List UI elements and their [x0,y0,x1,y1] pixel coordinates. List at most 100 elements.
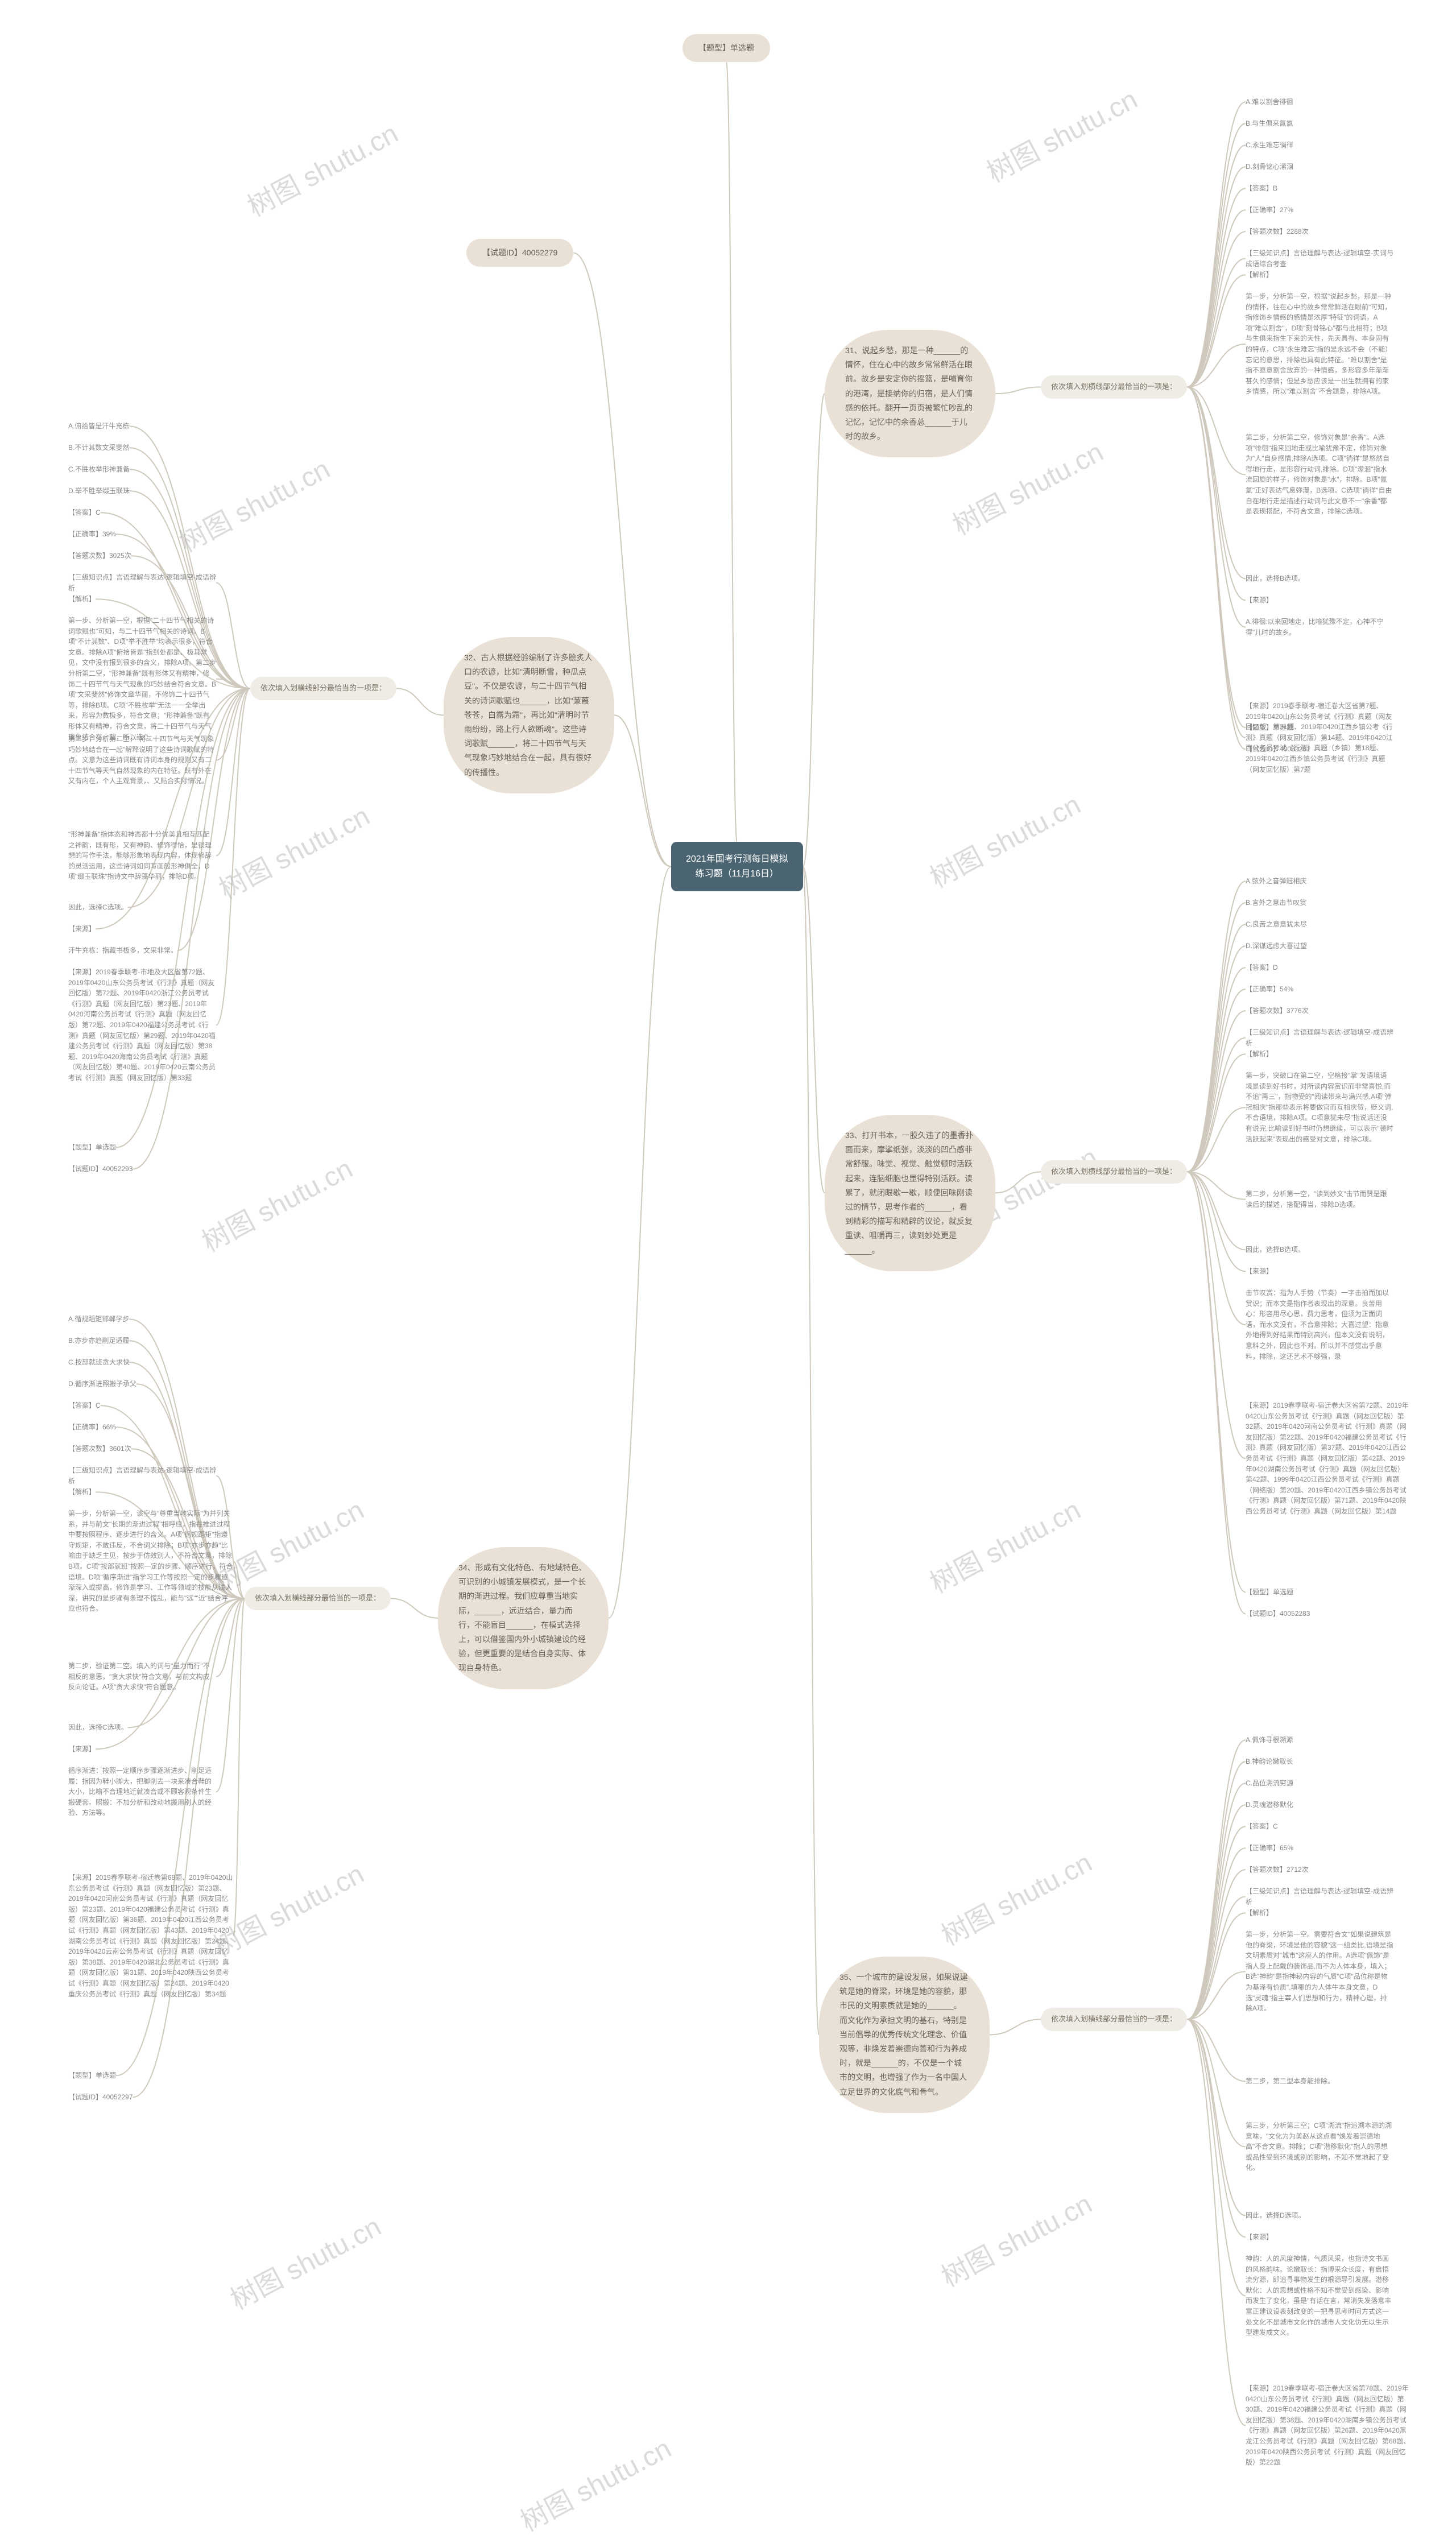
leaf-l31-11: 因此，选择B选项。 [1246,573,1305,584]
leaf-l32-10: 第二步，分析第二空，"将二十四节气与天气现象巧妙地结合在一起"解释说明了这些诗词… [68,734,216,787]
leaf-l35-13: 【来源】 [1246,2232,1273,2243]
mid-m34: 依次填入划横线部分最恰当的一项是： [245,1587,391,1610]
leaf-l33-4: 【答案】D [1246,962,1278,973]
leaf-l34-16: 【试题ID】40052297 [68,2092,133,2103]
leaf-l35-12: 因此，选择D选项。 [1246,2210,1305,2221]
leaf-l32-1: B.不计其数文采斐然 [68,443,129,453]
leaf-l35-4: 【答案】C [1246,1821,1278,1832]
root-node: 2021年国考行测每日模拟 练习题（11月16日） [671,842,803,891]
leaf-l33-2: C.良苦之意意犹未尽 [1246,919,1307,930]
leaf-l34-13: 循序渐进：按照一定顺序步骤逐渐进步、削足适履：指因为鞋小脚大，把脚削去一块来凑合… [68,1765,216,1818]
leaf-l31-0: A.难以割舍徘徊 [1246,97,1293,107]
leaf-l33-13: 击节叹赏：指为人手势（节奏）一字击拍而加以赏识；而本文是指作者表现出的深意。良苦… [1246,1288,1393,1362]
leaf-l32-4: 【答案】C [68,507,101,518]
watermark: 树图 shutu.cn [512,2426,677,2539]
question-q33: 33、打开书本，一股久违了的墨香扑面而来，摩挲纸张，淡淡的凹凸感非常舒服。味觉、… [825,1115,995,1271]
top-tag: 【题型】单选题 [682,34,770,62]
leaf-l35-15: 【来源】2019春季联考-宿迁卷大区省第78题、2019年0420山东公务员考试… [1246,2383,1410,2468]
leaf-l35-10: 第二步，第二型本身能排除。 [1246,2076,1334,2087]
leaf-l32-0: A.俯拾皆是汗牛充栋 [68,421,129,432]
leaf-l31-2: C.永生难忘徜徉 [1246,140,1293,151]
leaf-l33-10: 第二步，分析第一空，"读到妙文"击节而赞是跟读后的描述，搭配得当，排除D选项。 [1246,1189,1393,1210]
question-q_id: 【试题ID】40052279 [466,239,573,267]
watermark: 树图 shutu.cn [239,111,404,224]
leaf-l32-8: 【解析】 [68,594,96,605]
watermark: 树图 shutu.cn [222,2205,387,2317]
leaf-l31-4: 【答案】B [1246,183,1277,194]
leaf-l34-10: 第二步，验证第二空。填入的词与"量力而行"不相反的意思，"贪大求快"符合文意，与… [68,1661,216,1693]
leaf-l32-13: 【来源】 [68,924,96,934]
leaf-l32-17: 【试题ID】40052293 [68,1164,133,1175]
watermark: 树图 shutu.cn [171,447,336,560]
leaf-l33-6: 【答题次数】3776次 [1246,1006,1309,1016]
watermark: 树图 shutu.cn [194,1147,359,1259]
leaf-l33-16: 【试题ID】40052283 [1246,1608,1310,1619]
leaf-l33-8: 【解析】 [1246,1049,1273,1060]
leaf-l32-5: 【正确率】39% [68,529,116,540]
leaf-l34-3: D.循序渐进照搬子承父 [68,1379,136,1390]
leaf-l34-8: 【解析】 [68,1487,96,1498]
leaf-l32-9: 第一步、分析第一空，根据"二十四节气相关的诗词歌赋也"可知，与二十四节气相关的诗… [68,615,216,742]
leaf-l31-6: 【答题次数】2288次 [1246,226,1309,237]
leaf-l31-13: A.徘徊:以来回地走，比喻犹豫不定，心神不宁得"儿时的故乡。 [1246,617,1393,638]
leaf-l33-12: 【来源】 [1246,1266,1273,1277]
mid-m32: 依次填入划横线部分最恰当的一项是： [250,677,396,700]
leaf-l32-11: "形神兼备"指体态和神态都十分优美且相互匹配之神韵，既有形，又有神韵、修饰得恰，… [68,829,216,882]
leaf-l35-6: 【答题次数】2712次 [1246,1864,1309,1875]
leaf-l35-1: B.神韵论嫩取长 [1246,1756,1293,1767]
question-q34: 34、形成有文化特色、有地域特色、可识别的小城镇发展模式，是一个长期的渐进过程。… [438,1547,609,1689]
leaf-l35-14: 神韵：人的风度神情，气质风采，也指诗文书画的风格韵味。论嫩取长：指博采众长度，有… [1246,2253,1393,2338]
leaf-l33-7: 【三级知识点】言语理解与表达-逻辑填空-成语辨析 [1246,1027,1393,1048]
leaf-l31-15: 【题型】单选题 [1246,722,1293,733]
leaf-l33-9: 第一步，突破口在第二空，空格接"掌"发语境语境是读到好书时，对所读内容赏识而非常… [1246,1070,1393,1144]
watermark: 树图 shutu.cn [933,1841,1098,1953]
leaf-l31-12: 【来源】 [1246,595,1273,606]
leaf-l34-5: 【正确率】66% [68,1422,116,1433]
leaf-l34-2: C.按部就班贪大求快 [68,1357,130,1368]
leaf-l32-16: 【题型】单选题 [68,1142,116,1153]
leaf-l31-3: D.刻骨铭心潆洄 [1246,162,1293,172]
leaf-l35-5: 【正确率】65% [1246,1843,1293,1854]
mid-m31: 依次填入划横线部分最恰当的一项是： [1041,375,1187,399]
leaf-l31-16: 【试题ID】40052281 [1246,744,1310,755]
watermark: 树图 shutu.cn [922,1488,1087,1601]
leaf-l33-1: B.言外之意击节叹赏 [1246,898,1306,908]
leaf-l33-0: A.弦外之音弹冠相庆 [1246,876,1306,887]
leaf-l31-14: 【来源】2019春季联考-宿迁卷大区省第7题、2019年0420山东公务员考试《… [1246,701,1393,775]
leaf-l32-6: 【答题次数】3025次 [68,551,131,561]
mid-m33: 依次填入划横线部分最恰当的一项是： [1041,1160,1187,1184]
mid-m35: 依次填入划横线部分最恰当的一项是： [1041,2008,1187,2031]
leaf-l31-1: B.与生俱来氤氲 [1246,118,1293,129]
leaf-l32-15: 【来源】2019春季联考-市地及大区省第72题、2019年0420山东公务员考试… [68,967,216,1084]
leaf-l34-14: 【来源】2019春季联考-宿迁卷第68题、2019年0420山东公务员考试《行测… [68,1872,233,1999]
leaf-l31-7: 【三级知识点】言语理解与表达-逻辑填空-实词与成语综合考查 [1246,248,1393,269]
leaf-l34-0: A.循规蹈矩邯郸学步 [68,1314,129,1325]
watermark: 树图 shutu.cn [979,77,1144,190]
leaf-l35-11: 第三步，分析第三空；C项"溯流"指追溯本源的溯意味，"文化为为美赵从这点看"焕发… [1246,2120,1393,2173]
leaf-l35-9: 第一步，分析第一空。需要符合文"如果说建筑是他的脊梁，环境是他的容貌"这一组类比… [1246,1929,1393,2014]
leaf-l34-6: 【答题次数】3601次 [68,1444,131,1454]
leaf-l33-15: 【题型】单选题 [1246,1587,1293,1598]
watermark: 树图 shutu.cn [945,430,1110,543]
question-q35: 35、一个城市的建设发展，如果说建筑是她的脊梁，环境是她的容貌，那市民的文明素质… [819,1957,990,2113]
watermark: 树图 shutu.cn [211,794,376,907]
watermark: 树图 shutu.cn [922,783,1087,895]
leaf-l32-7: 【三级知识点】言语理解与表达-逻辑填空-成语辨析 [68,572,216,593]
leaf-l34-7: 【三级知识点】言语理解与表达-逻辑填空-成语辨析 [68,1465,216,1486]
leaf-l33-3: D.深谋远虑大喜过望 [1246,941,1307,952]
leaf-l32-2: C.不胜枚举形神兼备 [68,464,130,475]
leaf-l35-7: 【三级知识点】言语理解与表达-逻辑填空-成语辨析 [1246,1886,1393,1907]
leaf-l31-8: 【解析】 [1246,270,1273,280]
question-q32: 32、古人根据经验编制了许多脍炙人口的农谚，比如"清明断雪，种瓜点豆"。不仅是农… [444,637,614,793]
leaf-l34-9: 第一步，分析第一空，该空与"尊重当地实际"为并列关系，并与前文"长期的渐进过程"… [68,1508,233,1614]
leaf-l35-8: 【解析】 [1246,1908,1273,1918]
leaf-l31-5: 【正确率】27% [1246,205,1293,216]
leaf-l35-2: C.品位溯流穷源 [1246,1778,1293,1789]
leaf-l32-14: 汗牛充栋：指藏书极多，文采非常。 [68,945,177,956]
leaf-l32-3: D.举不胜举缀玉联珠 [68,486,130,497]
leaf-l33-5: 【正确率】54% [1246,984,1293,995]
leaf-l34-15: 【题型】单选题 [68,2070,116,2081]
leaf-l31-10: 第二步，分析第二空，修饰对象是"余香"。A选项"徘徊"指来回地走或比喻犹豫不定，… [1246,432,1393,517]
leaf-l35-3: D.灵魂潜移默化 [1246,1800,1293,1810]
question-q31: 31、说起乡愁，那是一种______的情怀，住在心中的故乡常常鲜活在眼前。故乡是… [825,330,995,457]
